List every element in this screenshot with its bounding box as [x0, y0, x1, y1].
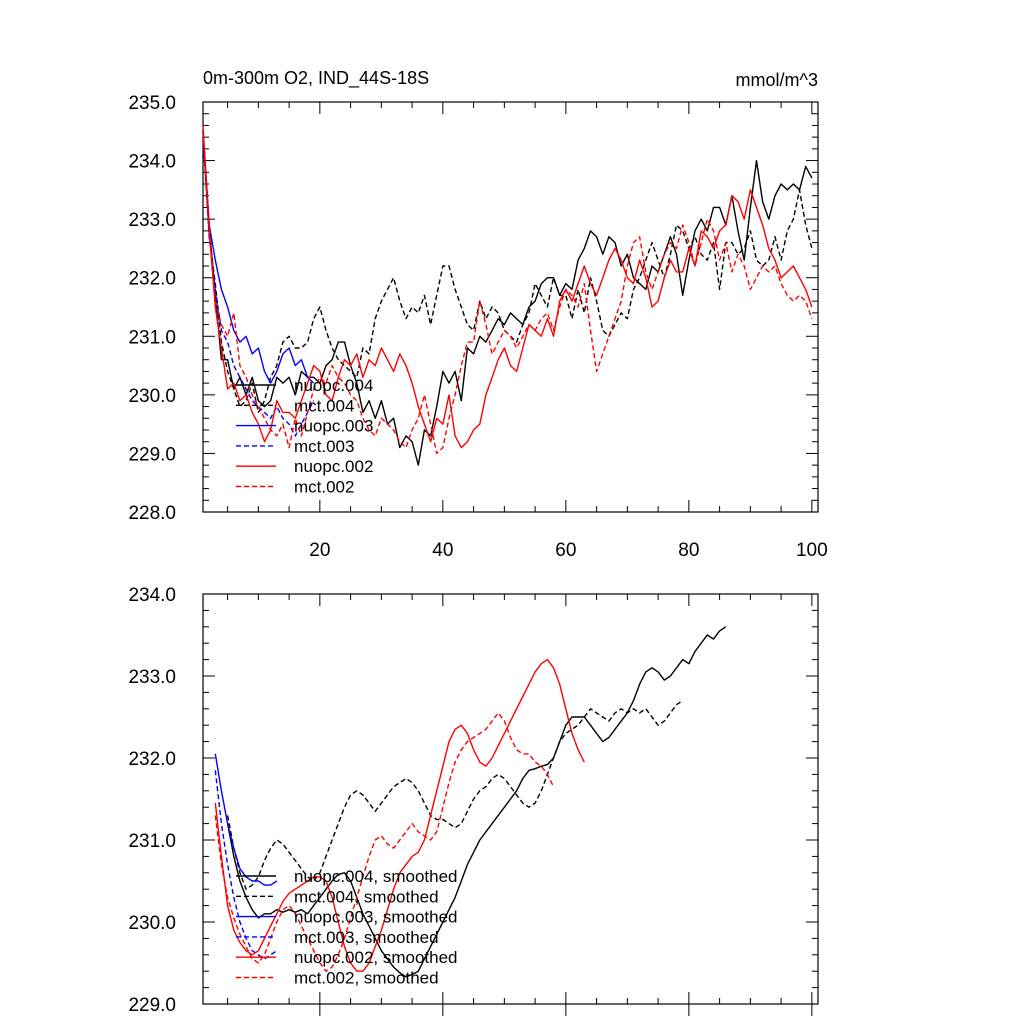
x-tick-label: 80: [678, 540, 699, 561]
y-tick-label: 234.0: [128, 585, 176, 606]
bottom-panel: 229.0 230.0 231.0 232.0 233.0 234.0 nuopc.004,…: [128, 585, 819, 1016]
y-tick-label: 228.0: [128, 503, 176, 524]
top-panel: 228.0 229.0 230.0 231.0 232.0 233.0 234.0 235.0…: [128, 93, 827, 561]
legend-label: nuopc.003, smoothed: [294, 908, 458, 927]
units-label: mmol/m^3: [736, 70, 818, 90]
y-tick-label: 232.0: [128, 269, 176, 290]
legend-label: nuopc.002: [294, 457, 373, 476]
y-tick-label: 230.0: [128, 386, 176, 407]
y-tick-label: 235.0: [128, 93, 176, 114]
y-tick-label: 231.0: [128, 831, 176, 852]
y-tick-label: 234.0: [128, 152, 176, 173]
plot-frame: [202, 593, 819, 1005]
series-line-nuopc-003-smoothed: [214, 753, 278, 886]
legend-label: nuopc.002, smoothed: [294, 948, 458, 967]
x-tick-label: 40: [432, 540, 453, 561]
y-tick-label: 229.0: [128, 444, 176, 465]
series-line-mct-002-smoothed: [214, 712, 555, 972]
legend-label: mct.003, smoothed: [294, 928, 439, 947]
y-tick-label: 232.0: [128, 749, 176, 770]
y-tick-label: 231.0: [128, 327, 176, 348]
x-tick-label: 60: [555, 540, 576, 561]
x-tick-label: 20: [309, 540, 330, 561]
series-line-nuopc-004: [202, 131, 813, 466]
series-line-nuopc-004-smoothed: [226, 626, 727, 978]
legend-label: mct.003: [294, 437, 354, 456]
series-line-mct-004-smoothed: [226, 700, 684, 890]
y-tick-label: 229.0: [128, 995, 176, 1016]
chart-title: 0m-300m O2, IND_44S-18S: [203, 68, 429, 89]
x-tick-label: 100: [796, 540, 828, 561]
legend-label: mct.002: [294, 478, 354, 497]
y-tick-label: 230.0: [128, 913, 176, 934]
series-line-nuopc-003: [202, 137, 315, 384]
y-tick-label: 233.0: [128, 667, 176, 688]
series-line-mct-003-smoothed: [214, 770, 278, 960]
legend-label: mct.004: [294, 396, 354, 415]
legend-label: mct.002, smoothed: [294, 969, 439, 988]
y-tick-label: 233.0: [128, 210, 176, 231]
legend-label: nuopc.004, smoothed: [294, 867, 458, 886]
legend-label: nuopc.004: [294, 376, 373, 395]
legend-label: nuopc.003: [294, 417, 373, 436]
series-line-nuopc-002-smoothed: [214, 658, 585, 972]
plot-frame: [202, 101, 819, 513]
legend-label: mct.004, smoothed: [294, 887, 439, 906]
series-line-mct-004: [202, 131, 813, 414]
series-line-mct-002: [202, 125, 813, 455]
series-line-nuopc-002: [202, 131, 813, 449]
